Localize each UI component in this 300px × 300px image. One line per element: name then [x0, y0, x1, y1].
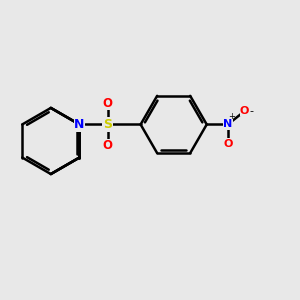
Text: N: N [74, 118, 85, 131]
Text: O: O [103, 97, 112, 110]
Text: O: O [103, 139, 112, 152]
Text: -: - [250, 106, 254, 116]
Text: O: O [224, 139, 233, 149]
Text: +: + [228, 112, 235, 121]
Text: N: N [223, 119, 232, 130]
Text: S: S [103, 118, 112, 131]
Text: O: O [240, 106, 249, 116]
